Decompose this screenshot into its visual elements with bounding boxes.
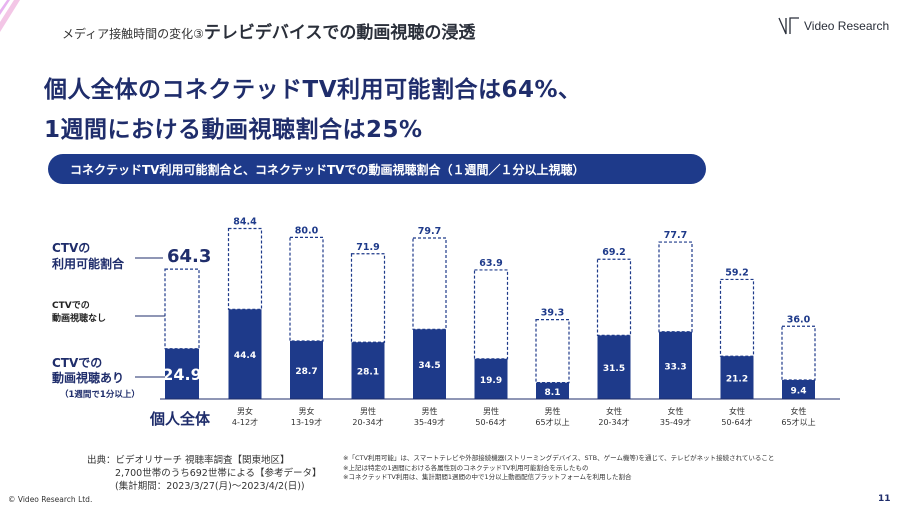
bar-9-viewing-bar <box>782 380 815 399</box>
bar-2-available-bar <box>350 253 386 343</box>
logo-mark-icon <box>778 17 799 35</box>
source-line1: 出典：ビデオリサーチ 視聴率調査【関東地区】 <box>87 455 290 466</box>
bar-2-viewing-label: 28.1 <box>357 368 379 378</box>
bar-9-category-gender: 女性 <box>791 406 807 416</box>
bar-8-available-label: 59.2 <box>725 267 748 278</box>
bar-6-viewing-bar <box>597 335 631 399</box>
bar-2-category-gender: 男性 <box>360 406 376 416</box>
bar-0-viewing-bar <box>228 309 262 399</box>
footer-notes: ※「CTV利用可能」は、スマートテレビや外部接続機器(ストリーミングデバイス、S… <box>343 454 774 483</box>
individual-total-label: 個人全体 <box>150 410 211 428</box>
copyright: © Video Research Ltd. <box>8 495 93 504</box>
bar-3-viewing-label: 34.5 <box>418 361 440 371</box>
legend-ctv-view-line2: 動画視聴あり <box>52 371 125 385</box>
bar-2-category-age: 20-34才 <box>352 417 383 427</box>
bar-8-category-gender: 女性 <box>729 406 745 416</box>
bar-5-viewing-label: 8.1 <box>545 388 561 398</box>
bar-1-available-label: 80.0 <box>295 225 319 236</box>
bar-1-viewing-label: 28.7 <box>295 367 317 377</box>
bar-3-viewing-bar <box>413 329 446 399</box>
individual-total-viewing-bar <box>165 348 199 399</box>
bar-1-available-bar <box>289 236 324 342</box>
legend-ctv-available: CTVの 利用可能割合 <box>52 240 124 272</box>
bar-8-viewing-bar <box>720 356 754 399</box>
headline-line2: 1週間における動画視聴割合は25% <box>44 117 423 143</box>
bar-4-available-label: 63.9 <box>479 258 502 269</box>
bar-6-category-gender: 女性 <box>606 406 622 416</box>
bar-6-available-label: 69.2 <box>602 247 625 258</box>
bar-3-category-age: 35-49才 <box>414 417 445 427</box>
bar-2-available-label: 71.9 <box>356 242 379 253</box>
bar-8-available-bar <box>719 278 755 357</box>
legend-ctv-view-line1: CTVでの <box>52 356 103 370</box>
bar-7-viewing-bar <box>659 331 692 399</box>
individual-total-available-bar <box>164 268 200 350</box>
source-line3: (集計期間：2023/3/27(月)〜2023/4/2(日)) <box>115 481 305 492</box>
legend-ctv-none-line1: CTVでの <box>52 301 90 311</box>
bar-1-category-gender: 男女 <box>299 406 315 416</box>
bar-9-viewing-label: 9.4 <box>791 387 807 397</box>
bar-9-available-label: 36.0 <box>787 314 811 325</box>
note-1: ※「CTV利用可能」は、スマートテレビや外部接続機器(ストリーミングデバイス、S… <box>343 454 775 462</box>
bar-7-category-gender: 女性 <box>668 406 684 416</box>
bar-7-available-bar <box>658 241 693 333</box>
bar-0-available-bar <box>227 227 263 310</box>
bar-7-available-label: 77.7 <box>664 230 687 241</box>
ctv-bar-chart: 24.984.444.4男女4-12才80.028.7男女13-19才71.92… <box>135 217 840 427</box>
corner-decoration <box>0 0 60 40</box>
legend-ctv-available-line2: 利用可能割合 <box>52 257 125 271</box>
legend-ctv-available-line1: CTVの <box>52 241 91 255</box>
legend-ctv-no-viewing: CTVでの 動画視聴なし <box>52 300 106 326</box>
bar-3-available-label: 79.7 <box>418 226 441 237</box>
bar-9-available-bar <box>781 325 816 381</box>
bar-7-category-age: 35-49才 <box>660 417 691 427</box>
bar-3-available-bar <box>412 237 447 330</box>
footer-source: 出典：ビデオリサーチ 視聴率調査【関東地区】 2,700世帯のうち692世帯によ… <box>87 454 322 493</box>
bar-7-viewing-label: 33.3 <box>664 362 686 372</box>
bar-4-viewing-bar <box>474 358 508 399</box>
bar-5-available-bar <box>535 319 570 384</box>
note-2: ※上記は特定の1週間における各属性別のコネクテッドTV利用可能割合を示したもの <box>343 463 589 472</box>
bar-9-category-age: 65才以上 <box>781 417 815 427</box>
bar-0-category-age: 4-12才 <box>232 417 258 427</box>
logo-text: Video Research <box>804 19 890 33</box>
legend-ctv-viewing: CTVでの 動画視聴あり <box>52 356 124 386</box>
bar-6-category-age: 20-34才 <box>598 417 629 427</box>
subtitle-prefix: メディア接触時間の変化③ <box>62 27 204 41</box>
video-research-logo: Video Research <box>778 16 889 36</box>
individual-available-value: 64.3 <box>167 246 212 267</box>
headline-line1: 個人全体のコネクテッドTV利用可能割合は64%、 <box>44 77 582 103</box>
bar-4-category-gender: 男性 <box>483 406 499 416</box>
bar-5-category-gender: 男性 <box>545 406 561 416</box>
note-3: ※コネクテッドTV利用は、集計期間1週間の中で1分以上動画配信プラットフォームを… <box>343 473 632 481</box>
bar-5-available-label: 39.3 <box>541 308 564 319</box>
source-line2: 2,700世帯のうち692世帯による【参考データ】 <box>115 468 322 479</box>
bar-4-category-age: 50-64才 <box>475 417 506 427</box>
individual-viewing-value: 24.9 <box>162 365 201 384</box>
bar-0-available-label: 84.4 <box>233 217 257 228</box>
bar-6-available-bar <box>596 258 632 336</box>
legend-ctv-none-line2: 動画視聴なし <box>52 314 107 324</box>
bar-6-viewing-label: 31.5 <box>603 364 625 374</box>
bar-2-viewing-bar <box>351 342 385 399</box>
bar-4-viewing-label: 19.9 <box>480 376 502 386</box>
page-number: 11 <box>878 494 891 504</box>
page-subtitle: メディア接触時間の変化③テレビデバイスでの動画視聴の浸透 <box>62 18 475 43</box>
bar-5-viewing-bar <box>536 382 569 399</box>
bar-8-viewing-label: 21.2 <box>726 375 748 385</box>
bar-1-category-age: 13-19才 <box>291 417 322 427</box>
legend-ctv-view-sub: （1週間で1分以上） <box>60 390 140 400</box>
chart-banner: コネクテッドTV利用可能割合と、コネクテッドTVでの動画視聴割合（１週間／１分以… <box>48 154 706 184</box>
bar-1-viewing-bar <box>290 341 323 399</box>
bar-3-category-gender: 男性 <box>422 406 438 416</box>
bar-5-category-age: 65才以上 <box>535 417 569 427</box>
bar-8-category-age: 50-64才 <box>721 417 752 427</box>
subtitle-main: テレビデバイスでの動画視聴の浸透 <box>203 23 476 43</box>
bar-4-available-bar <box>473 269 509 360</box>
bar-0-category-gender: 男女 <box>237 406 253 416</box>
bar-0-viewing-label: 44.4 <box>234 351 256 361</box>
